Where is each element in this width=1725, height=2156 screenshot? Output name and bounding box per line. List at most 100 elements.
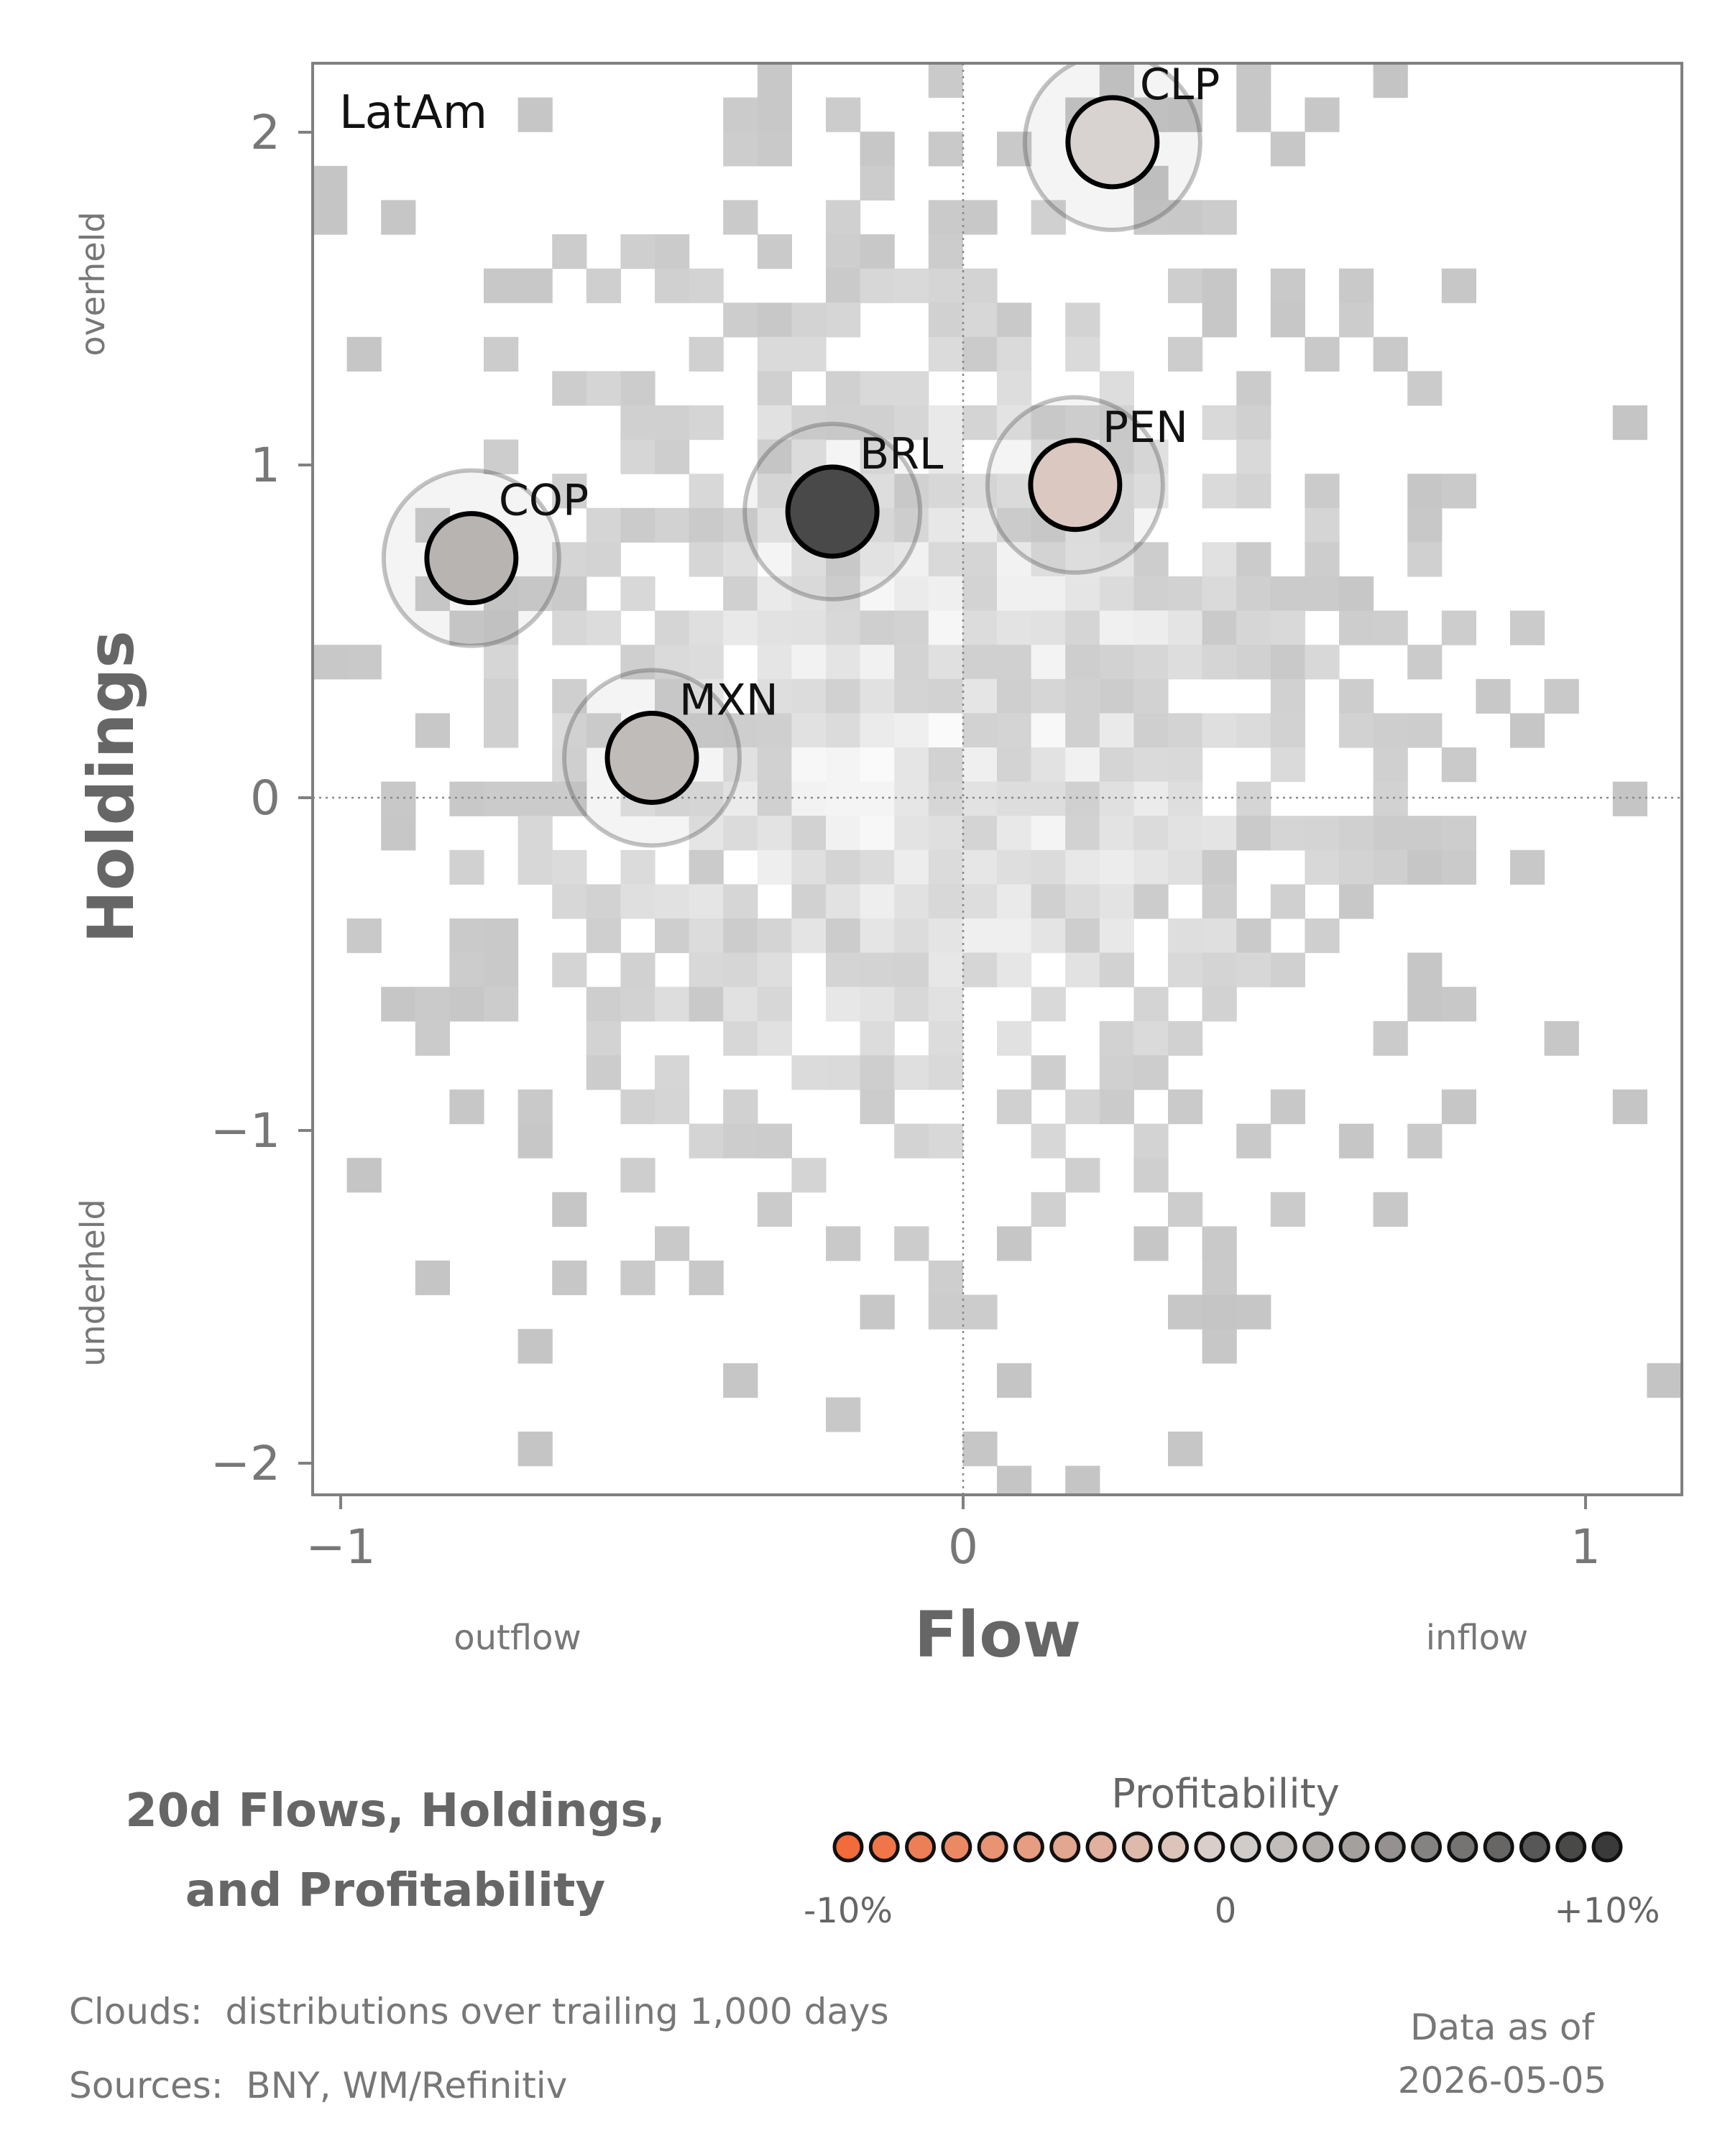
cloud-cell [1133, 474, 1169, 509]
cloud-cell [1305, 645, 1340, 680]
cloud-cell [1099, 405, 1134, 441]
cloud-cell [723, 987, 758, 1022]
cloud-cell [860, 884, 895, 919]
cloud-cell [518, 816, 553, 851]
cloud-cell [655, 234, 690, 270]
cloud-cell [928, 576, 963, 612]
cloud-cell [962, 303, 998, 338]
legend-swatch [1049, 1831, 1081, 1863]
cloud-cell [791, 576, 827, 612]
cloud-cell [1305, 918, 1340, 954]
cloud-cell [1270, 1089, 1305, 1125]
cloud-cell [1236, 576, 1271, 612]
cloud-cell [997, 303, 1032, 338]
cloud-cell [1407, 849, 1443, 885]
cloud-cell [928, 132, 963, 167]
cloud-cell [1168, 849, 1203, 885]
legend-swatch [1411, 1831, 1443, 1863]
cloud-cell [586, 371, 621, 406]
cloud-cell [1339, 849, 1374, 885]
cloud-cell [1681, 165, 1682, 201]
cloud-cell [894, 645, 929, 680]
cloud-cell [826, 268, 861, 303]
cloud-cell [552, 1192, 587, 1227]
cloud-cell [655, 1089, 690, 1125]
cloud-cell [757, 303, 792, 338]
cloud-cell [1270, 645, 1305, 680]
cloud-cell [928, 63, 963, 98]
cloud-cell [723, 918, 758, 954]
cloud-cell [346, 1158, 382, 1193]
cloud-cell [997, 542, 1032, 577]
cloud-cell [1065, 1089, 1100, 1125]
cloud-cell [1031, 849, 1066, 885]
cloud-cell [997, 1021, 1032, 1056]
legend-swatch [1591, 1831, 1623, 1863]
cloud-cell [997, 816, 1032, 851]
cloud-cell [757, 234, 792, 270]
cloud-cell [928, 1021, 963, 1056]
cloud-cell [997, 884, 1032, 919]
cloud-cell [1202, 268, 1237, 303]
cloud-cell [1373, 781, 1408, 816]
cloud-cell [518, 1329, 553, 1364]
legend-max-label: +10% [1555, 1891, 1660, 1931]
cloud-cell [620, 1158, 656, 1193]
cloud-cell [1202, 200, 1237, 235]
cloud-cell [826, 200, 861, 235]
cloud-cell [1236, 1294, 1271, 1330]
cloud-cell [757, 336, 792, 372]
cloud-cell [860, 268, 895, 303]
cloud-cell [1647, 1363, 1682, 1398]
cloud-cell [962, 1294, 998, 1330]
cloud-cell [689, 405, 724, 441]
cloud-cell [791, 336, 827, 372]
legend-swatch [1555, 1831, 1587, 1863]
cloud-cell [928, 200, 963, 235]
cloud-cell [1031, 610, 1066, 645]
legend-swatch [1194, 1831, 1225, 1863]
cloud-cell [928, 816, 963, 851]
cloud-cell [1305, 507, 1340, 543]
cloud-cell [346, 918, 382, 954]
cloud-cell [655, 405, 690, 441]
point-label: CLP [1140, 60, 1220, 110]
cloud-cell [962, 507, 998, 543]
cloud-cell [997, 610, 1032, 645]
cloud-cell [1099, 542, 1134, 577]
cloud-cell [928, 1123, 963, 1158]
cloud-cell [962, 918, 998, 954]
point-label: COP [499, 476, 589, 526]
cloud-cell [1202, 405, 1237, 441]
cloud-cell [655, 1226, 690, 1261]
cloud-cell [1168, 610, 1203, 645]
cloud-cell [723, 200, 758, 235]
cloud-cell [1202, 645, 1237, 680]
cloud-cell [826, 610, 861, 645]
cloud-cell [928, 303, 963, 338]
cloud-cell [655, 918, 690, 954]
cloud-cell [826, 1226, 861, 1261]
cloud-cell [1031, 1055, 1066, 1090]
cloud-cell [552, 952, 587, 987]
cloud-cell [1133, 987, 1169, 1022]
cloud-cell [894, 816, 929, 851]
cloud-cell [1133, 610, 1169, 645]
cloud-cell [928, 781, 963, 816]
cloud-cell [1270, 816, 1305, 851]
cloud-cell [1065, 952, 1100, 987]
cloud-cell [757, 371, 792, 406]
cloud-cell [723, 781, 758, 816]
cloud-cell [1031, 1192, 1066, 1227]
cloud-cell [655, 268, 690, 303]
cloud-cell [1236, 952, 1271, 987]
cloud-cell [1202, 1294, 1237, 1330]
cloud-cell [723, 747, 758, 783]
cloud-cell [894, 371, 929, 406]
cloud-cell [1065, 747, 1100, 783]
cloud-cell [1133, 678, 1169, 714]
cloud-cell [655, 884, 690, 919]
point-clp: CLP [1022, 60, 1220, 232]
cloud-cell [1270, 132, 1305, 167]
cloud-cell [1031, 918, 1066, 954]
